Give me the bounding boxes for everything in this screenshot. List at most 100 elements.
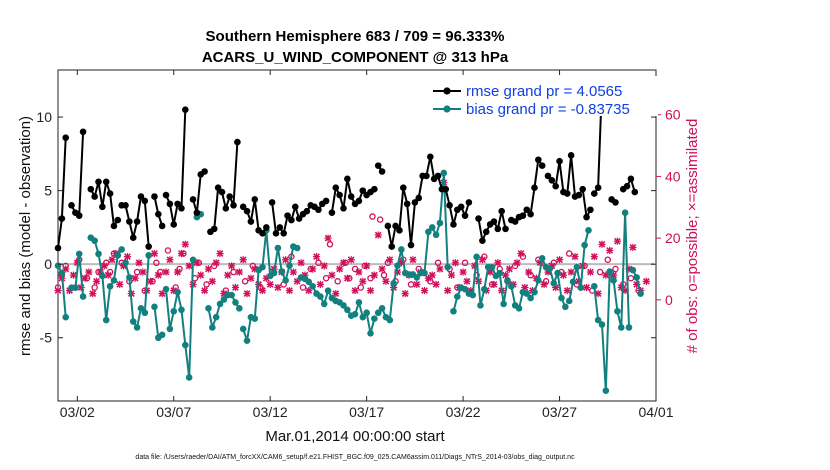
obs-assimilated-marker xyxy=(513,259,521,267)
bias-line-segment xyxy=(90,236,123,321)
rmse-point xyxy=(182,106,189,114)
rmse-point xyxy=(494,225,502,233)
obs-assimilated-marker xyxy=(366,286,375,295)
rmse-point xyxy=(68,202,75,209)
obs-assimilated-marker xyxy=(89,290,97,298)
bias-point xyxy=(58,269,66,277)
obs-assimilated-marker xyxy=(201,286,209,295)
obs-assimilated-marker xyxy=(247,274,255,282)
obs-assimilated-marker xyxy=(436,265,444,273)
obs-assimilated-marker xyxy=(463,277,471,285)
bias-point xyxy=(293,244,301,252)
rmse-point xyxy=(155,210,162,218)
bias-point xyxy=(398,246,405,253)
obs-assimilated-marker xyxy=(336,265,344,273)
obs-assimilated-marker xyxy=(181,240,189,248)
obs-assimilated-marker xyxy=(154,271,162,279)
rmse-point xyxy=(511,218,519,225)
rmse-point xyxy=(178,204,185,212)
rmse-point xyxy=(583,213,590,221)
obs-assimilated-marker xyxy=(428,271,436,279)
rmse-point xyxy=(170,221,178,228)
obs-assimilated-marker xyxy=(204,265,213,273)
bias-point xyxy=(606,268,614,275)
obs-assimilated-marker xyxy=(166,256,174,264)
obs-possible-marker xyxy=(133,268,141,276)
obs-assimilated-marker xyxy=(374,231,382,239)
obs-assimilated-marker xyxy=(420,286,429,295)
chart-subtitle: ACARS_U_WIND_COMPONENT @ 313 hPa xyxy=(202,49,509,66)
obs-assimilated-marker xyxy=(85,268,93,276)
rmse-point xyxy=(446,202,453,209)
rmse-point xyxy=(263,224,270,231)
rmse-point xyxy=(359,187,367,194)
obs-possible-marker xyxy=(164,247,172,254)
obs-assimilated-marker xyxy=(447,271,456,279)
rmse-point xyxy=(399,184,407,191)
bias-point xyxy=(573,263,581,271)
bias-point xyxy=(305,278,313,286)
legend-rmse-marker xyxy=(443,87,451,95)
obs-assimilated-marker xyxy=(363,262,371,270)
bias-point xyxy=(239,325,247,333)
rmse-point xyxy=(563,190,571,197)
bias-point xyxy=(602,387,610,395)
obs-possible-marker xyxy=(241,278,249,285)
obs-assimilated-marker xyxy=(224,271,232,279)
obs-possible-marker xyxy=(351,265,359,273)
obs-assimilated-marker xyxy=(116,280,124,288)
bias-point xyxy=(236,305,243,312)
rmse-point xyxy=(427,153,434,161)
obs-assimilated-marker xyxy=(378,265,386,273)
axis-ticks: -5 0 5 10 0 20 40 60 03/02 03/07 03/12 03/17 03/22 03… xyxy=(36,70,681,420)
bias-point xyxy=(614,307,621,315)
bias-point xyxy=(166,325,174,333)
obs-assimilated-marker xyxy=(490,280,498,288)
y-tick-label: 5 xyxy=(44,183,52,199)
rmse-point xyxy=(251,196,259,203)
bias-point xyxy=(126,274,133,281)
bias-point xyxy=(251,315,259,322)
obs-assimilated-marker xyxy=(297,259,305,267)
bias-point xyxy=(209,324,216,331)
bias-point xyxy=(220,296,228,303)
obs-assimilated-marker xyxy=(208,277,216,285)
rmse-point xyxy=(465,199,473,206)
bias-point xyxy=(565,297,573,305)
rmse-point xyxy=(498,207,505,215)
legend-bias-label: bias grand pr = -0.83735 xyxy=(466,101,630,118)
bias-point xyxy=(158,331,166,339)
rmse-point xyxy=(315,206,322,214)
rmse-point xyxy=(141,197,149,205)
y-axis-label: rmse and bias (model - observation) xyxy=(17,116,34,356)
legend-bias-marker xyxy=(443,105,451,113)
obs-assimilated-marker xyxy=(54,286,62,295)
bias-point xyxy=(54,262,62,269)
bias-point xyxy=(378,305,386,312)
rmse-point xyxy=(62,134,70,141)
rmse-point xyxy=(284,212,291,219)
bias-point xyxy=(286,262,293,269)
obs-assimilated-marker xyxy=(359,277,367,285)
bias-point xyxy=(594,316,602,324)
rmse-point xyxy=(392,222,399,230)
bias-point xyxy=(106,282,114,290)
bias-point xyxy=(118,246,125,253)
obs-assimilated-marker xyxy=(451,259,459,267)
bias-point xyxy=(629,266,637,274)
obs-assimilated-marker xyxy=(501,271,510,279)
obs-assimilated-marker xyxy=(305,286,313,295)
bias-point xyxy=(174,288,181,296)
bias-point xyxy=(436,219,444,227)
rmse-point xyxy=(126,218,133,225)
bias-point xyxy=(554,269,561,277)
x-tick-label: 03/07 xyxy=(156,404,191,420)
bias-point xyxy=(477,302,484,309)
plot-area xyxy=(54,69,657,402)
obs-possible-marker xyxy=(565,250,573,257)
obs-assimilated-marker xyxy=(370,271,378,279)
obs-assimilated-marker xyxy=(517,249,525,258)
x-axis-label: Mar.01,2014 00:00:00 start xyxy=(265,428,445,445)
bias-point xyxy=(99,272,106,280)
rmse-point xyxy=(328,209,336,216)
